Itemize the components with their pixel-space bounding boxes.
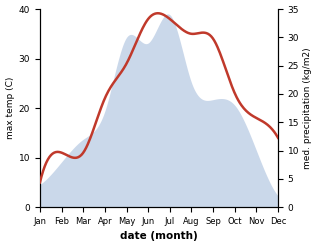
- X-axis label: date (month): date (month): [120, 231, 198, 242]
- Y-axis label: med. precipitation (kg/m2): med. precipitation (kg/m2): [303, 47, 313, 169]
- Y-axis label: max temp (C): max temp (C): [5, 77, 15, 139]
